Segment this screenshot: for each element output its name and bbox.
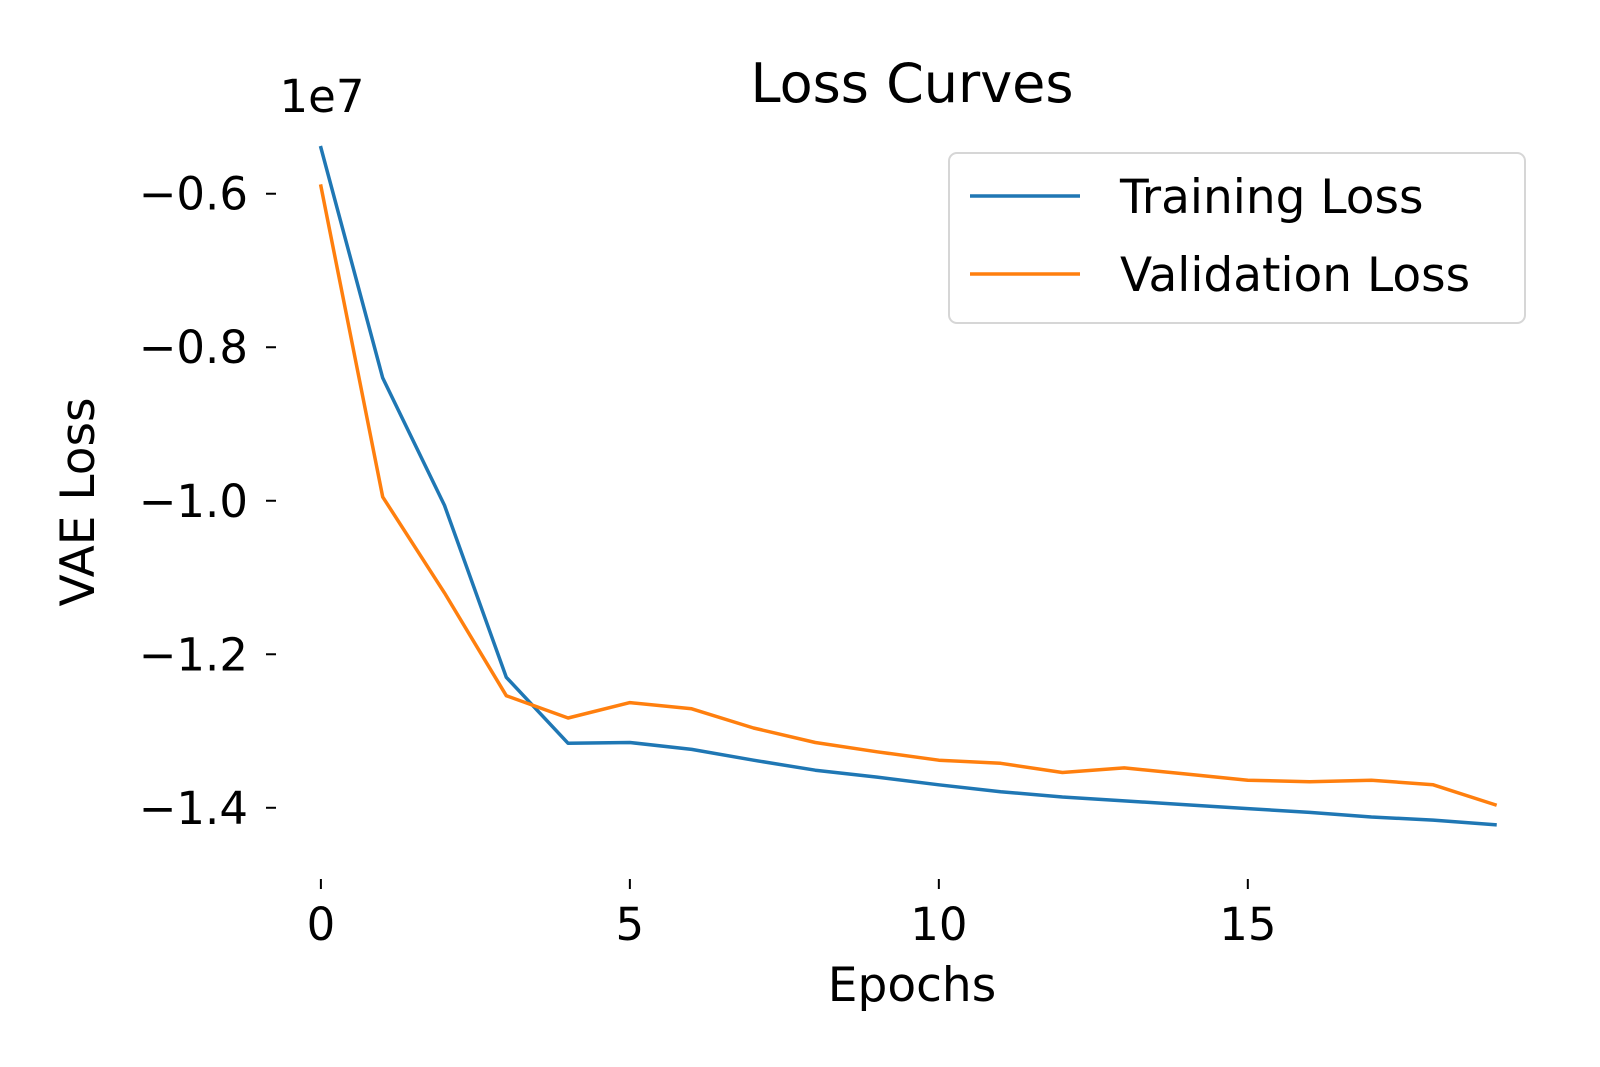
- y-tick-label: −0.8: [139, 321, 248, 374]
- x-axis-ticks: 0 5 10 15: [307, 879, 1276, 951]
- x-tick-label: 5: [616, 898, 645, 951]
- series-line-training-loss: [318, 145, 1497, 827]
- y-axis-label: VAE Loss: [51, 397, 106, 606]
- series-lines: [318, 145, 1498, 827]
- series-line-validation-loss: [318, 184, 1498, 807]
- y-axis-offset-label: 1e7: [280, 70, 365, 123]
- y-tick-label: −1.2: [139, 628, 248, 681]
- legend-label: Validation Loss: [1120, 248, 1470, 303]
- x-tick-label: 0: [307, 898, 336, 951]
- legend-box: [948, 152, 1526, 324]
- y-axis-ticks: −0.6 −0.8 −1.0 −1.2 −1.4: [139, 168, 276, 835]
- legend: Training Loss Validation Loss: [948, 152, 1526, 324]
- y-tick-label: −1.4: [139, 782, 248, 835]
- x-tick-label: 15: [1219, 898, 1276, 951]
- y-tick-label: −1.0: [139, 475, 248, 528]
- x-tick-label: 10: [910, 898, 967, 951]
- x-axis-label: Epochs: [828, 958, 996, 1013]
- chart-title: Loss Curves: [750, 52, 1073, 115]
- y-tick-label: −0.6: [139, 168, 248, 221]
- legend-label: Training Loss: [1119, 170, 1423, 225]
